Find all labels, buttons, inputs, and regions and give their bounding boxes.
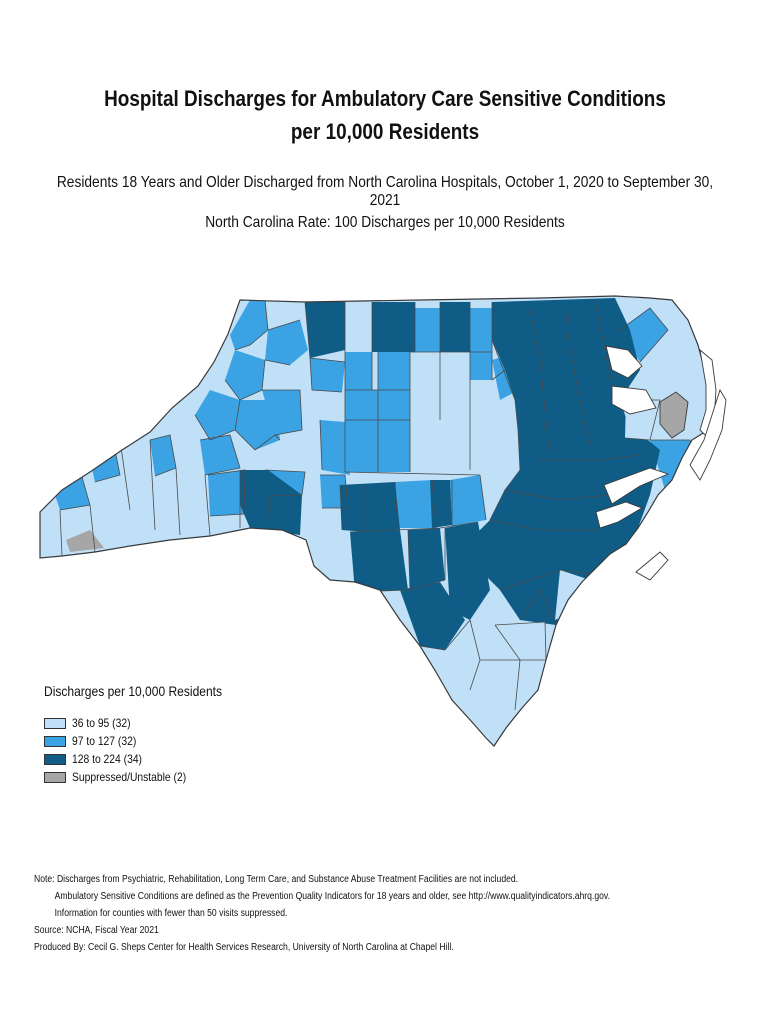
map-subtitle: Residents 18 Years and Older Discharged … — [56, 174, 714, 209]
note-suppression: Information for counties with fewer than… — [54, 908, 288, 919]
county-region — [430, 480, 452, 528]
county-region — [208, 470, 245, 516]
footnotes: Note: Discharges from Psychiatric, Rehab… — [34, 871, 610, 956]
note-definition: Ambulatory Sensitive Conditions are defi… — [54, 891, 610, 902]
county-region — [150, 435, 176, 476]
county-region — [372, 302, 415, 352]
county-region — [380, 420, 410, 472]
county-region — [320, 420, 350, 475]
county-region — [495, 622, 546, 660]
county-region — [450, 475, 486, 526]
county-region — [195, 390, 240, 440]
county-region — [470, 308, 492, 380]
county-region — [440, 302, 470, 352]
albemarle-sound — [611, 385, 657, 415]
note-producer: Produced By: Cecil G. Sheps Center for H… — [34, 942, 454, 953]
county-region — [265, 320, 308, 365]
state-rate: North Carolina Rate: 100 Discharges per … — [205, 214, 565, 231]
county-region — [225, 350, 265, 400]
county-region — [350, 530, 408, 592]
county-region — [345, 390, 378, 420]
note-source: Source: NCHA, Fiscal Year 2021 — [34, 925, 159, 936]
county-region — [345, 420, 380, 472]
county-region — [395, 480, 436, 528]
legend-title: Discharges per 10,000 Residents — [44, 683, 223, 699]
county-region — [445, 522, 490, 620]
county-region — [340, 482, 400, 532]
county-region — [400, 582, 465, 650]
county-region — [378, 352, 410, 420]
sound-inlet — [605, 345, 643, 379]
county-region — [408, 528, 445, 590]
water-bodies — [595, 345, 727, 581]
legend-label: 97 to 127 (32) — [72, 734, 137, 748]
outer-banks — [689, 388, 727, 481]
county-boundaries — [49, 299, 699, 711]
county-region — [345, 352, 372, 390]
pamlico-river — [603, 467, 670, 505]
north-carolina-county-map — [39, 295, 727, 747]
legend-label: 36 to 95 (32) — [72, 716, 131, 730]
bogue-sound — [635, 551, 669, 581]
county-region-suppressed — [659, 391, 689, 439]
legend-label: 128 to 224 (34) — [72, 752, 143, 766]
county-region — [305, 302, 345, 358]
map-title: Hospital Discharges for Ambulatory Care … — [104, 86, 666, 144]
legend-swatch — [44, 736, 66, 747]
county-region — [310, 358, 345, 392]
legend-swatch — [44, 718, 66, 729]
legend-swatch — [44, 754, 66, 765]
county-region — [415, 308, 440, 352]
roanoke-island-county — [659, 391, 689, 439]
legend-label: Suppressed/Unstable (2) — [72, 770, 187, 784]
county-region — [262, 390, 302, 435]
county-region — [470, 298, 660, 625]
county-region — [200, 435, 240, 475]
note-exclusions: Note: Discharges from Psychiatric, Rehab… — [34, 874, 519, 885]
neuse-river — [595, 501, 644, 529]
legend-swatch — [44, 772, 66, 783]
county-region — [240, 470, 302, 535]
